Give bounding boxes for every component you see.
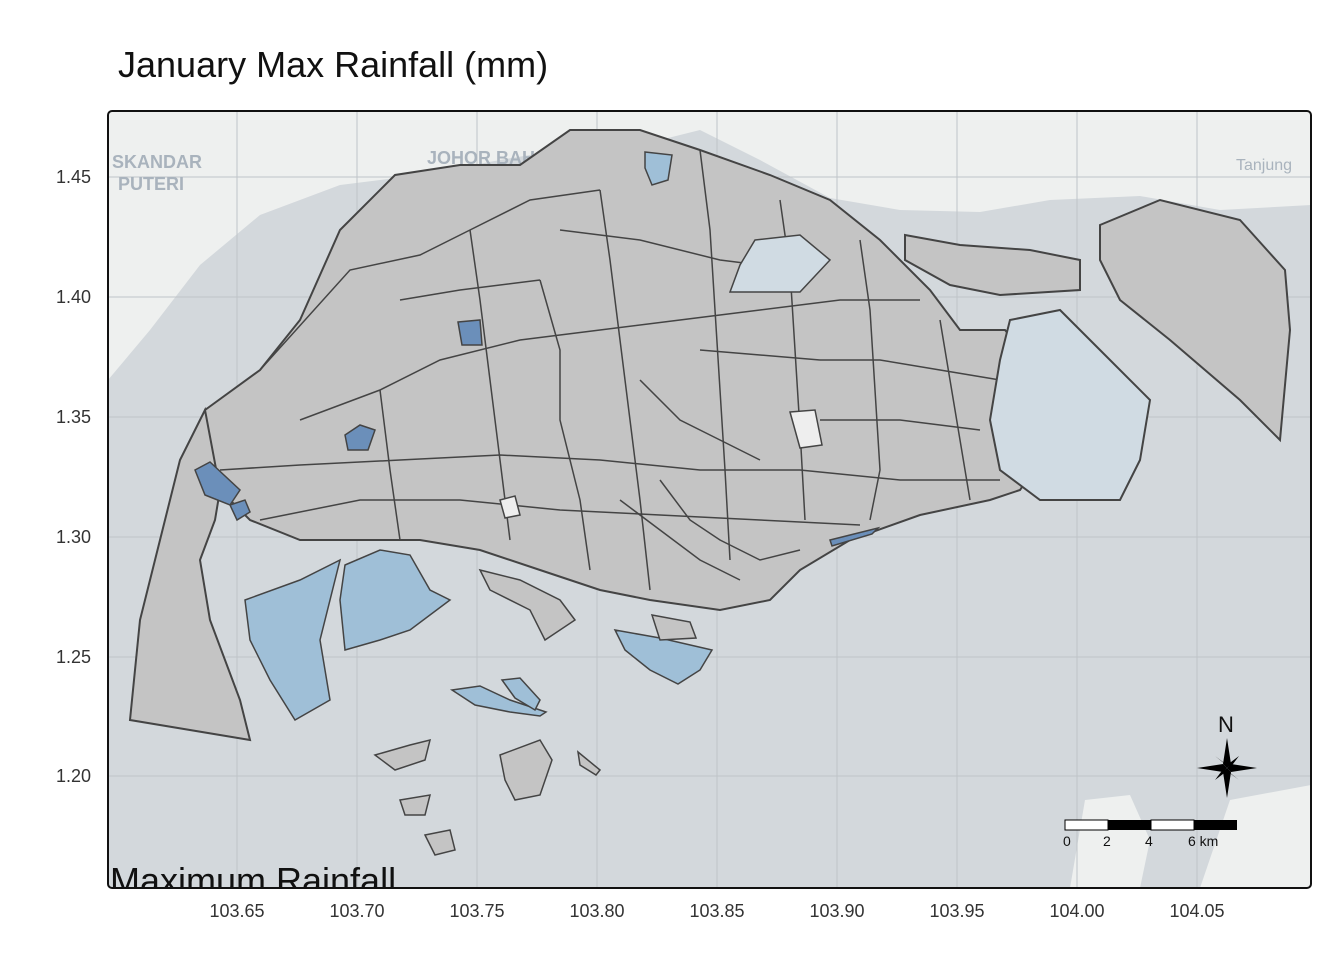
subzone-high-3 bbox=[344, 424, 376, 451]
seletar-area bbox=[728, 234, 832, 293]
basemap-label-skandar: SKANDAR bbox=[112, 152, 202, 172]
lon-tick-103-95: 103.95 bbox=[929, 901, 985, 921]
subzone-high-4 bbox=[457, 319, 483, 346]
lon-tick-103-85: 103.85 bbox=[689, 901, 745, 921]
subzone-high-5 bbox=[829, 526, 881, 547]
lat-tick-1-30: 1.30 bbox=[56, 527, 92, 547]
basemap-se-island bbox=[1200, 785, 1311, 888]
lon-tick-103-90: 103.90 bbox=[809, 901, 865, 921]
scale-label-6km: 6 km bbox=[1188, 833, 1218, 849]
map-title: January Max Rainfall (mm) bbox=[118, 44, 549, 85]
subzone-high-6 bbox=[644, 151, 673, 186]
lon-tick-103-75: 103.75 bbox=[449, 901, 505, 921]
scale-label-0: 0 bbox=[1063, 833, 1071, 849]
lat-tick-1-35: 1.35 bbox=[56, 407, 92, 427]
southern-island-b bbox=[500, 677, 541, 712]
jurong-island-west bbox=[244, 558, 342, 722]
basemap-johor bbox=[108, 111, 1311, 380]
small-island-4 bbox=[423, 829, 456, 856]
small-island-3 bbox=[399, 794, 432, 816]
subzone-no-data-1 bbox=[789, 409, 823, 449]
small-island-2 bbox=[373, 738, 432, 771]
scale-label-4: 4 bbox=[1145, 833, 1153, 849]
north-arrow: N bbox=[1197, 712, 1257, 798]
basemap-label-johor: JOHOR BAH bbox=[427, 148, 535, 168]
basemap-s-island bbox=[1070, 795, 1150, 888]
legend-title: Maximum Rainfall bbox=[110, 860, 396, 901]
small-island-5 bbox=[576, 750, 602, 776]
small-island-7 bbox=[478, 568, 577, 642]
subzone-high-1 bbox=[194, 461, 241, 506]
lat-tick-1-25: 1.25 bbox=[56, 647, 92, 667]
jurong-island-east bbox=[339, 549, 452, 651]
map-frame bbox=[107, 110, 1312, 889]
basemap-label-puteri: PUTERI bbox=[118, 174, 184, 194]
pulau-tekong bbox=[1099, 198, 1292, 443]
lon-tick-104-05: 104.05 bbox=[1169, 901, 1225, 921]
lat-tick-1-45: 1.45 bbox=[56, 167, 92, 187]
lat-tick-1-20: 1.20 bbox=[56, 766, 92, 786]
basemap-label-tanjung: Tanjung bbox=[1236, 157, 1292, 174]
north-label: N bbox=[1218, 712, 1234, 737]
lon-tick-104-00: 104.00 bbox=[1049, 901, 1105, 921]
lon-tick-103-65: 103.65 bbox=[209, 901, 265, 921]
lat-tick-1-40: 1.40 bbox=[56, 287, 92, 307]
lon-tick-103-70: 103.70 bbox=[329, 901, 385, 921]
southern-island-a bbox=[449, 685, 548, 717]
lon-tick-103-80: 103.80 bbox=[569, 901, 625, 921]
small-island-6 bbox=[650, 614, 698, 641]
tuas-region bbox=[128, 406, 252, 742]
subzone-no-data-2 bbox=[499, 495, 521, 519]
scale-label-2: 2 bbox=[1103, 833, 1111, 849]
changi-area bbox=[988, 308, 1152, 501]
subzone-high-2 bbox=[228, 499, 251, 522]
small-island-1 bbox=[499, 739, 553, 801]
pulau-ubin bbox=[904, 233, 1081, 297]
scale-bar: 0 2 4 6 km bbox=[1063, 819, 1237, 849]
